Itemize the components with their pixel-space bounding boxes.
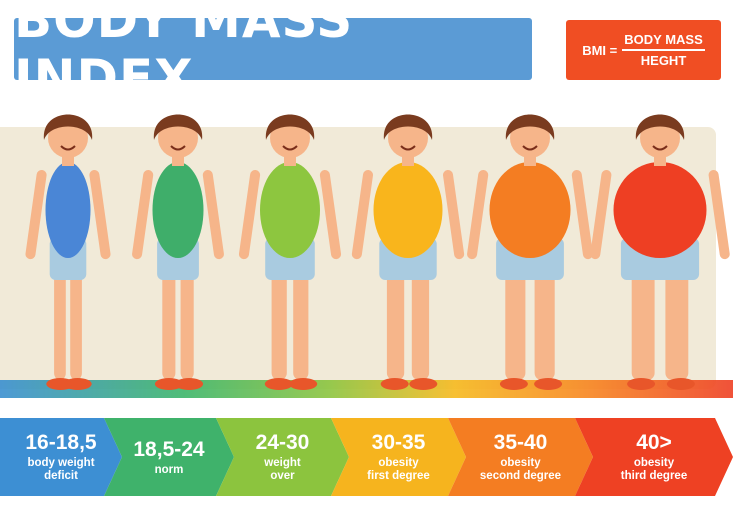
category-desc: over xyxy=(270,470,295,482)
figure-arm xyxy=(708,169,730,260)
category-desc: obesity xyxy=(378,457,419,469)
figure-smile xyxy=(400,145,416,151)
figure-shoe xyxy=(666,378,695,390)
formula-denominator: HEGHT xyxy=(640,53,687,68)
figure-smile xyxy=(522,145,538,151)
figure-smile xyxy=(170,145,186,151)
category-desc: obesity xyxy=(633,457,675,469)
figure-shoe xyxy=(380,378,409,390)
category-desc: norm xyxy=(154,463,184,476)
figure-arm xyxy=(590,169,612,260)
category-arrow-6: 40> obesity third degree xyxy=(575,418,733,496)
figure-leg xyxy=(293,260,309,380)
figure-head xyxy=(158,118,198,158)
category-arrow-2: 18,5-24 norm xyxy=(104,418,234,496)
figure-hair xyxy=(43,114,93,140)
figure-swimsuit xyxy=(373,162,443,258)
figure-leg xyxy=(534,260,555,380)
figure-leg xyxy=(411,260,430,380)
figure-swimsuit xyxy=(152,162,204,258)
figure-arm xyxy=(202,169,224,260)
category-range: 18,5-24 xyxy=(133,437,205,461)
figure-shoe xyxy=(63,378,92,390)
figure-shoe xyxy=(289,378,318,390)
figure-arm xyxy=(351,169,374,260)
category-range: 30-35 xyxy=(371,431,426,454)
figure-leg xyxy=(271,260,287,380)
figure-swimsuit xyxy=(45,162,91,258)
title-banner: BODY MASS INDEX xyxy=(14,0,532,107)
figure-leg xyxy=(631,260,655,380)
figure-arm xyxy=(442,169,465,260)
figure-shoe xyxy=(499,378,528,390)
figure-head xyxy=(388,118,428,158)
figure-hair xyxy=(635,114,685,140)
body-figures-illustration xyxy=(25,114,730,390)
figure-shoe xyxy=(264,378,293,390)
figure-shoe xyxy=(154,378,183,390)
figure-arm xyxy=(571,169,593,260)
figure-leg xyxy=(386,260,405,380)
figure-leg xyxy=(54,260,66,380)
figure-arm xyxy=(89,169,111,260)
figure-smile xyxy=(652,145,668,151)
figure-head xyxy=(48,118,88,158)
figure-arm xyxy=(467,169,489,260)
figure-swimsuit xyxy=(489,162,571,258)
figure-leg xyxy=(180,260,194,380)
formula-lhs: BMI = xyxy=(582,42,618,58)
figure-swimsuit xyxy=(613,162,707,258)
formula-numerator: BODY MASS xyxy=(622,32,705,51)
category-desc: deficit xyxy=(44,470,78,482)
category-arrow-4: 30-35 obesity first degree xyxy=(331,418,466,496)
category-range: 35-40 xyxy=(493,431,548,454)
figure-leg xyxy=(162,260,176,380)
category-desc: first degree xyxy=(367,470,430,482)
figure-leg xyxy=(505,260,526,380)
figure-shoe xyxy=(175,378,204,390)
category-desc: obesity xyxy=(500,457,541,469)
page-title: BODY MASS INDEX xyxy=(14,0,354,107)
category-desc: second degree xyxy=(479,470,562,482)
category-desc: body weight xyxy=(27,457,95,469)
figure-shoe xyxy=(409,378,438,390)
category-desc: third degree xyxy=(620,470,688,482)
category-range: 16-18,5 xyxy=(25,431,97,454)
figure-head xyxy=(510,118,550,158)
figure-head xyxy=(270,118,310,158)
figure-shoe xyxy=(534,378,563,390)
figure-hair xyxy=(383,114,433,140)
figure-smile xyxy=(60,145,76,151)
category-desc: weight xyxy=(264,457,301,469)
bmi-category-scale: 16-18,5 body weight deficit 18,5-24 norm… xyxy=(0,418,733,496)
figure-head xyxy=(640,118,680,158)
figure-hair xyxy=(153,114,203,140)
category-range: 24-30 xyxy=(255,431,310,454)
figure-shoe xyxy=(627,378,656,390)
figure-hair xyxy=(505,114,555,140)
figure-leg xyxy=(665,260,689,380)
figure-arm xyxy=(25,169,47,260)
bmi-formula: BMI = BODY MASS HEGHT xyxy=(566,20,721,80)
figure-hair xyxy=(265,114,315,140)
figure-swimsuit xyxy=(260,162,320,258)
category-range: 40> xyxy=(636,431,672,454)
category-arrow-3: 24-30 weight over xyxy=(216,418,349,496)
figure-arm xyxy=(238,169,261,260)
figure-smile xyxy=(282,145,298,151)
category-arrow-1: 16-18,5 body weight deficit xyxy=(0,418,122,496)
figure-leg xyxy=(70,260,82,380)
formula-fraction: BODY MASS HEGHT xyxy=(622,32,705,68)
figure-arm xyxy=(132,169,154,260)
category-arrow-5: 35-40 obesity second degree xyxy=(448,418,593,496)
figure-arm xyxy=(319,169,342,260)
